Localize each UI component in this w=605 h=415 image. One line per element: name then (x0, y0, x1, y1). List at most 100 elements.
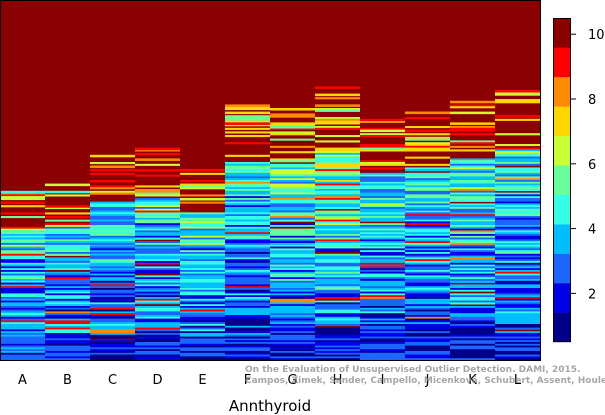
heatmap-band-K-1 (450, 111, 495, 115)
heatmap-cell (0, 342, 45, 345)
heatmap-cell (90, 298, 135, 301)
heatmap-cell (405, 264, 450, 267)
heatmap-cell (90, 201, 135, 204)
heatmap-band-A-0 (0, 190, 45, 194)
heatmap-cell (135, 284, 180, 287)
heatmap-cell (405, 205, 450, 208)
heatmap-cell (225, 270, 270, 273)
heatmap-cell (45, 277, 90, 280)
heatmap-cell (0, 270, 45, 273)
heatmap-cell (45, 234, 90, 237)
heatmap-cell (495, 219, 540, 222)
heatmap-cell (315, 358, 360, 361)
heatmap-cell (450, 288, 495, 291)
heatmap-cell (270, 302, 315, 305)
heatmap-cell (270, 352, 315, 355)
heatmap-cell (225, 118, 270, 121)
heatmap-cell (495, 217, 540, 220)
heatmap-cell (0, 318, 45, 321)
heatmap-cell (315, 117, 360, 120)
heatmap-cell (225, 307, 270, 310)
heatmap-cell (315, 347, 360, 350)
heatmap-cell (270, 300, 315, 303)
heatmap-cell (180, 201, 225, 204)
heatmap-cell (315, 158, 360, 161)
heatmap-cell (495, 160, 540, 163)
heatmap-cell (450, 266, 495, 269)
heatmap-cell (360, 313, 405, 316)
heatmap-cell (495, 289, 540, 292)
heatmap-cell (495, 248, 540, 251)
heatmap-cell (450, 270, 495, 273)
heatmap-cell (270, 311, 315, 314)
heatmap-cell (90, 216, 135, 219)
heatmap-cell (360, 309, 405, 312)
heatmap-cell (180, 241, 225, 244)
heatmap-cell (135, 313, 180, 316)
heatmap-cell (405, 304, 450, 307)
heatmap-column-A (0, 190, 45, 361)
heatmap-cell (90, 318, 135, 321)
heatmap-cell (495, 207, 540, 210)
heatmap-cell (225, 210, 270, 213)
heatmap-cell (225, 230, 270, 233)
heatmap-cell (270, 127, 315, 130)
heatmap-cell (180, 307, 225, 310)
heatmap-cell (315, 151, 360, 154)
heatmap-cell (225, 131, 270, 134)
heatmap-cell (450, 149, 495, 152)
heatmap-cell (450, 246, 495, 249)
heatmap-cell (0, 226, 45, 229)
heatmap-cell (495, 189, 540, 192)
heatmap-cell (270, 212, 315, 215)
heatmap-cell (0, 300, 45, 303)
heatmap-cell (225, 120, 270, 123)
heatmap-cell (450, 291, 495, 294)
heatmap-cell (405, 178, 450, 181)
colorbar-tick-label-4: 4 (588, 223, 596, 238)
heatmap-cell (450, 306, 495, 309)
heatmap-cell (315, 316, 360, 319)
heatmap-cell (0, 271, 45, 274)
heatmap-cell (180, 336, 225, 339)
heatmap-cell (495, 226, 540, 229)
heatmap-cell (225, 117, 270, 120)
heatmap-cell (450, 230, 495, 233)
heatmap-cell (450, 252, 495, 255)
heatmap-cell (450, 212, 495, 215)
heatmap-cell (450, 208, 495, 211)
heatmap-cell (495, 262, 540, 265)
heatmap-cell (495, 255, 540, 258)
heatmap-cell (360, 264, 405, 267)
heatmap-cell (450, 311, 495, 314)
heatmap-cell (225, 207, 270, 210)
heatmap-cell (495, 252, 540, 255)
heatmap-cell (45, 288, 90, 291)
heatmap-cell (315, 228, 360, 231)
heatmap-cell (360, 279, 405, 282)
heatmap-cell (0, 282, 45, 285)
heatmap-cell (450, 235, 495, 238)
heatmap-cell (405, 273, 450, 276)
heatmap-cell (270, 270, 315, 273)
heatmap-band-C-2 (90, 180, 135, 183)
heatmap-cell (495, 284, 540, 287)
heatmap-cell (90, 234, 135, 237)
heatmap-band-E-0 (180, 169, 225, 172)
heatmap-cell (225, 253, 270, 256)
heatmap-cell (405, 169, 450, 172)
heatmap-cell (360, 338, 405, 341)
heatmap-cell (360, 208, 405, 211)
heatmap-cell (90, 273, 135, 276)
heatmap-cell (270, 297, 315, 300)
heatmap-cell (270, 196, 315, 199)
heatmap-cell (0, 327, 45, 330)
heatmap-cell (180, 338, 225, 341)
heatmap-cell (315, 196, 360, 199)
heatmap-cell (360, 176, 405, 179)
heatmap-cell (270, 138, 315, 141)
heatmap-cell (45, 257, 90, 260)
heatmap-cell (450, 257, 495, 260)
heatmap-cell (360, 277, 405, 280)
heatmap-cell (45, 318, 90, 321)
